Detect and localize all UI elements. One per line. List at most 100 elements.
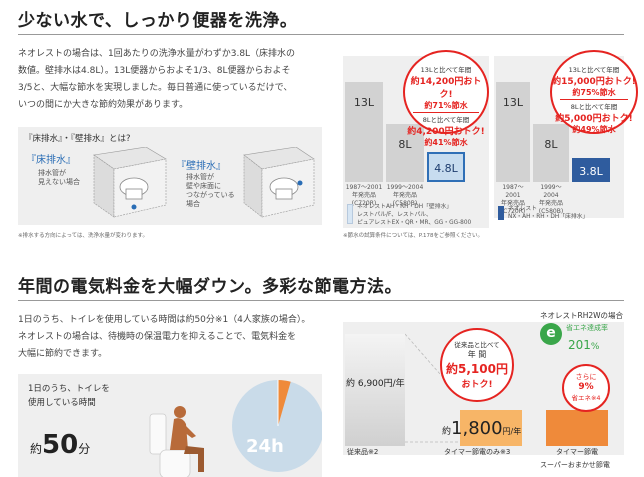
bar-value-8l-2: 8L — [544, 138, 558, 151]
bar2-number: 1,800 — [451, 418, 503, 439]
label-line: (C720R) — [351, 200, 377, 207]
bar-conventional — [345, 334, 405, 446]
bar-label-13l: 1987〜2001 年発売品 (C720R) — [345, 184, 383, 208]
bubble-percent: 約41%節水 — [424, 138, 468, 147]
bar-label-13l-2: 1987〜2001 年発売品 (C720R) — [496, 184, 530, 216]
usage-time-panel: 1日のうち、トイレを 使用している時間 約50分 24h — [18, 374, 322, 477]
bar-4-8l — [427, 152, 465, 182]
bar2-value: 約1,800円/年 — [442, 418, 521, 439]
bar3-label: タイマー節電 — [556, 448, 598, 456]
desc-line: 排水管が — [186, 173, 214, 181]
bar2-prefix: 約 — [442, 427, 452, 437]
bar-8l-2 — [533, 124, 569, 182]
energy-badge: ネオレストRH2Wの場合 e 省エネ達成率 201% — [540, 310, 630, 352]
paragraph-line: ネオレストの場合は、待機時の保温電力を抑えることで、電気料金を — [18, 332, 297, 342]
bubble-separator — [560, 99, 628, 100]
bubble-percent: 約49%節水 — [572, 125, 616, 134]
legend-line: ネオレスト — [508, 206, 537, 212]
floor-drain-title: 『床排水』 — [26, 155, 76, 166]
label-line: 1999〜2004 — [386, 184, 424, 191]
drain-info-panel: 『床排水』・『壁排水』とは? 『床排水』 排水管が 見えない場合 『壁排水』 排… — [18, 127, 322, 225]
bar-label-8l-2: 1999〜2004 年発売品 (C580B) — [533, 184, 569, 216]
bubble-amount: 約15,000円おトク! — [552, 77, 636, 87]
bar2-label: タイマー節電のみ※3 — [444, 448, 511, 456]
drain-panel-title: 『床排水』・『壁排水』とは? — [24, 134, 131, 144]
legend-line: NX・AH・RH・DH「床排水」 — [508, 214, 589, 220]
label-line: 1987〜2001 — [502, 184, 524, 199]
wall-toilet-illustration — [243, 147, 315, 218]
floor-toilet-illustration — [93, 147, 167, 218]
bar3-label2: スーパーおまかせ節電 — [540, 461, 610, 469]
bar-super-saving — [546, 410, 608, 446]
desc-line: 排水管が — [38, 169, 66, 177]
usage-label: 1日のうち、トイレを 使用している時間 — [28, 382, 110, 410]
floor-drain-desc: 排水管が 見えない場合 — [38, 169, 80, 187]
section1-title: 少ない水で、しっかり便器を洗浄。 — [18, 11, 298, 31]
bubble-amount: 約4,200円おトク! — [407, 127, 485, 137]
badge-value: 201% — [568, 334, 599, 353]
label-line: 1987〜2001 — [345, 184, 383, 191]
bubble-percent: 約75%節水 — [572, 88, 616, 97]
desc-line: 場合 — [186, 200, 200, 208]
paragraph-line: ネオレストの場合は、1回あたりの洗浄水量がわずか3.8L（床排水の — [18, 49, 296, 59]
eco-e-icon: e — [540, 323, 562, 345]
bar-value-13l: 13L — [353, 96, 375, 109]
paragraph-line: 1日のうち、トイレを使用している時間は約50分※1（4人家族の場合）。 — [18, 315, 311, 325]
bubble-line: 13Lと比べて年間 — [568, 66, 620, 74]
legend-line: レストパル/F、レストパル、 — [357, 212, 432, 218]
bar-value-4-8l: 4.8L — [434, 162, 458, 175]
bubble-line: 年 間 — [467, 350, 487, 359]
bar-value-13l-2: 13L — [502, 96, 524, 109]
bar-13l-2 — [496, 82, 530, 182]
bubble-amount: 約14,200円おトク! — [410, 77, 482, 100]
desc-line: 壁や床面に — [186, 182, 221, 190]
label-line: (C580B) — [392, 200, 418, 207]
usage-unit: 分 — [78, 442, 91, 456]
bubble-percent: 約71%節水 — [424, 101, 468, 110]
usage-value: 約50分 — [30, 430, 90, 460]
label-line: 年発売品 — [392, 192, 417, 199]
label-line: (C580B) — [538, 208, 564, 215]
person-silhouette — [149, 406, 204, 477]
paragraph-line: 数値。壁排水は4.8L）。13L便器からおよそ1/3、8L便器からおよそ — [18, 66, 291, 76]
legend-swatch — [498, 206, 504, 220]
chart2-legend: ネオレスト NX・AH・RH・DH「床排水」 — [498, 205, 624, 221]
wall-drain-desc: 排水管が 壁や床面に つながっている 場合 — [186, 173, 235, 209]
badge-title: ネオレストRH2Wの場合 — [540, 311, 624, 320]
paragraph-line: いつの間にか大きな節約効果があります。 — [18, 100, 189, 110]
bubble-line: 8Lと比べて年間 — [570, 103, 618, 111]
section1-paragraph: ネオレストの場合は、1回あたりの洗浄水量がわずか3.8L（床排水の 数値。壁排水… — [18, 46, 338, 114]
savings-bubble-1: 13Lと比べて年間 約14,200円おトク! 約71%節水 8Lと比べて年間 約… — [403, 50, 489, 147]
bubble-amount: 約5,000円おトク! — [555, 114, 633, 124]
paragraph-line: 3/5と、大幅な節水を実現しました。毎日普通に使っているだけで、 — [18, 83, 293, 93]
bubble-line: 8Lと比べて年間 — [422, 116, 470, 124]
legend-line: ピュアレストEX・QR・MR、GG・GG-800 — [357, 220, 472, 226]
label-line: 年発売品 — [351, 192, 376, 199]
bar1-label: 従来品※2 — [347, 448, 379, 456]
section2-title: 年間の電気料金を大幅ダウン。多彩な節電方法。 — [18, 277, 402, 297]
wall-drain-title: 『壁排水』 — [176, 161, 226, 172]
pie-label: 24h — [246, 436, 284, 457]
usage-label-line: 使用している時間 — [28, 398, 96, 408]
badge-sub: 省エネ達成率 — [566, 324, 608, 332]
bubble-line: さらに — [575, 373, 597, 381]
bubble-line: おトク! — [461, 380, 493, 390]
paragraph-line: 大幅に節約できます。 — [18, 349, 108, 359]
section1-divider — [18, 34, 624, 35]
bar1-value: 約 6,900円/年 — [346, 379, 405, 389]
label-line: 1999〜2004 — [540, 184, 562, 199]
usage-label-line: 1日のうち、トイレを — [28, 384, 110, 394]
bubble-percent: 9% — [578, 382, 594, 392]
label-line: (C720R) — [500, 208, 526, 215]
desc-line: つながっている — [186, 191, 235, 199]
section2-divider — [18, 300, 624, 301]
label-line: 年発売品 — [538, 200, 563, 207]
section2-paragraph: 1日のうち、トイレを使用している時間は約50分※1（4人家族の場合）。 ネオレス… — [18, 312, 338, 363]
bubble-line: 省エネ※4 — [571, 394, 601, 402]
badge-number: 201 — [568, 338, 591, 352]
chart1-legend: ネオレストAH・RH・DH「壁排水」 レストパル/F、レストパル、 ピュアレスト… — [347, 203, 489, 227]
usage-prefix: 約 — [30, 442, 43, 456]
usage-number: 50 — [42, 430, 79, 460]
desc-line: 見えない場合 — [38, 178, 80, 186]
savings-bubble-2: 13Lと比べて年間 約15,000円おトク! 約75%節水 8Lと比べて年間 約… — [550, 50, 638, 134]
